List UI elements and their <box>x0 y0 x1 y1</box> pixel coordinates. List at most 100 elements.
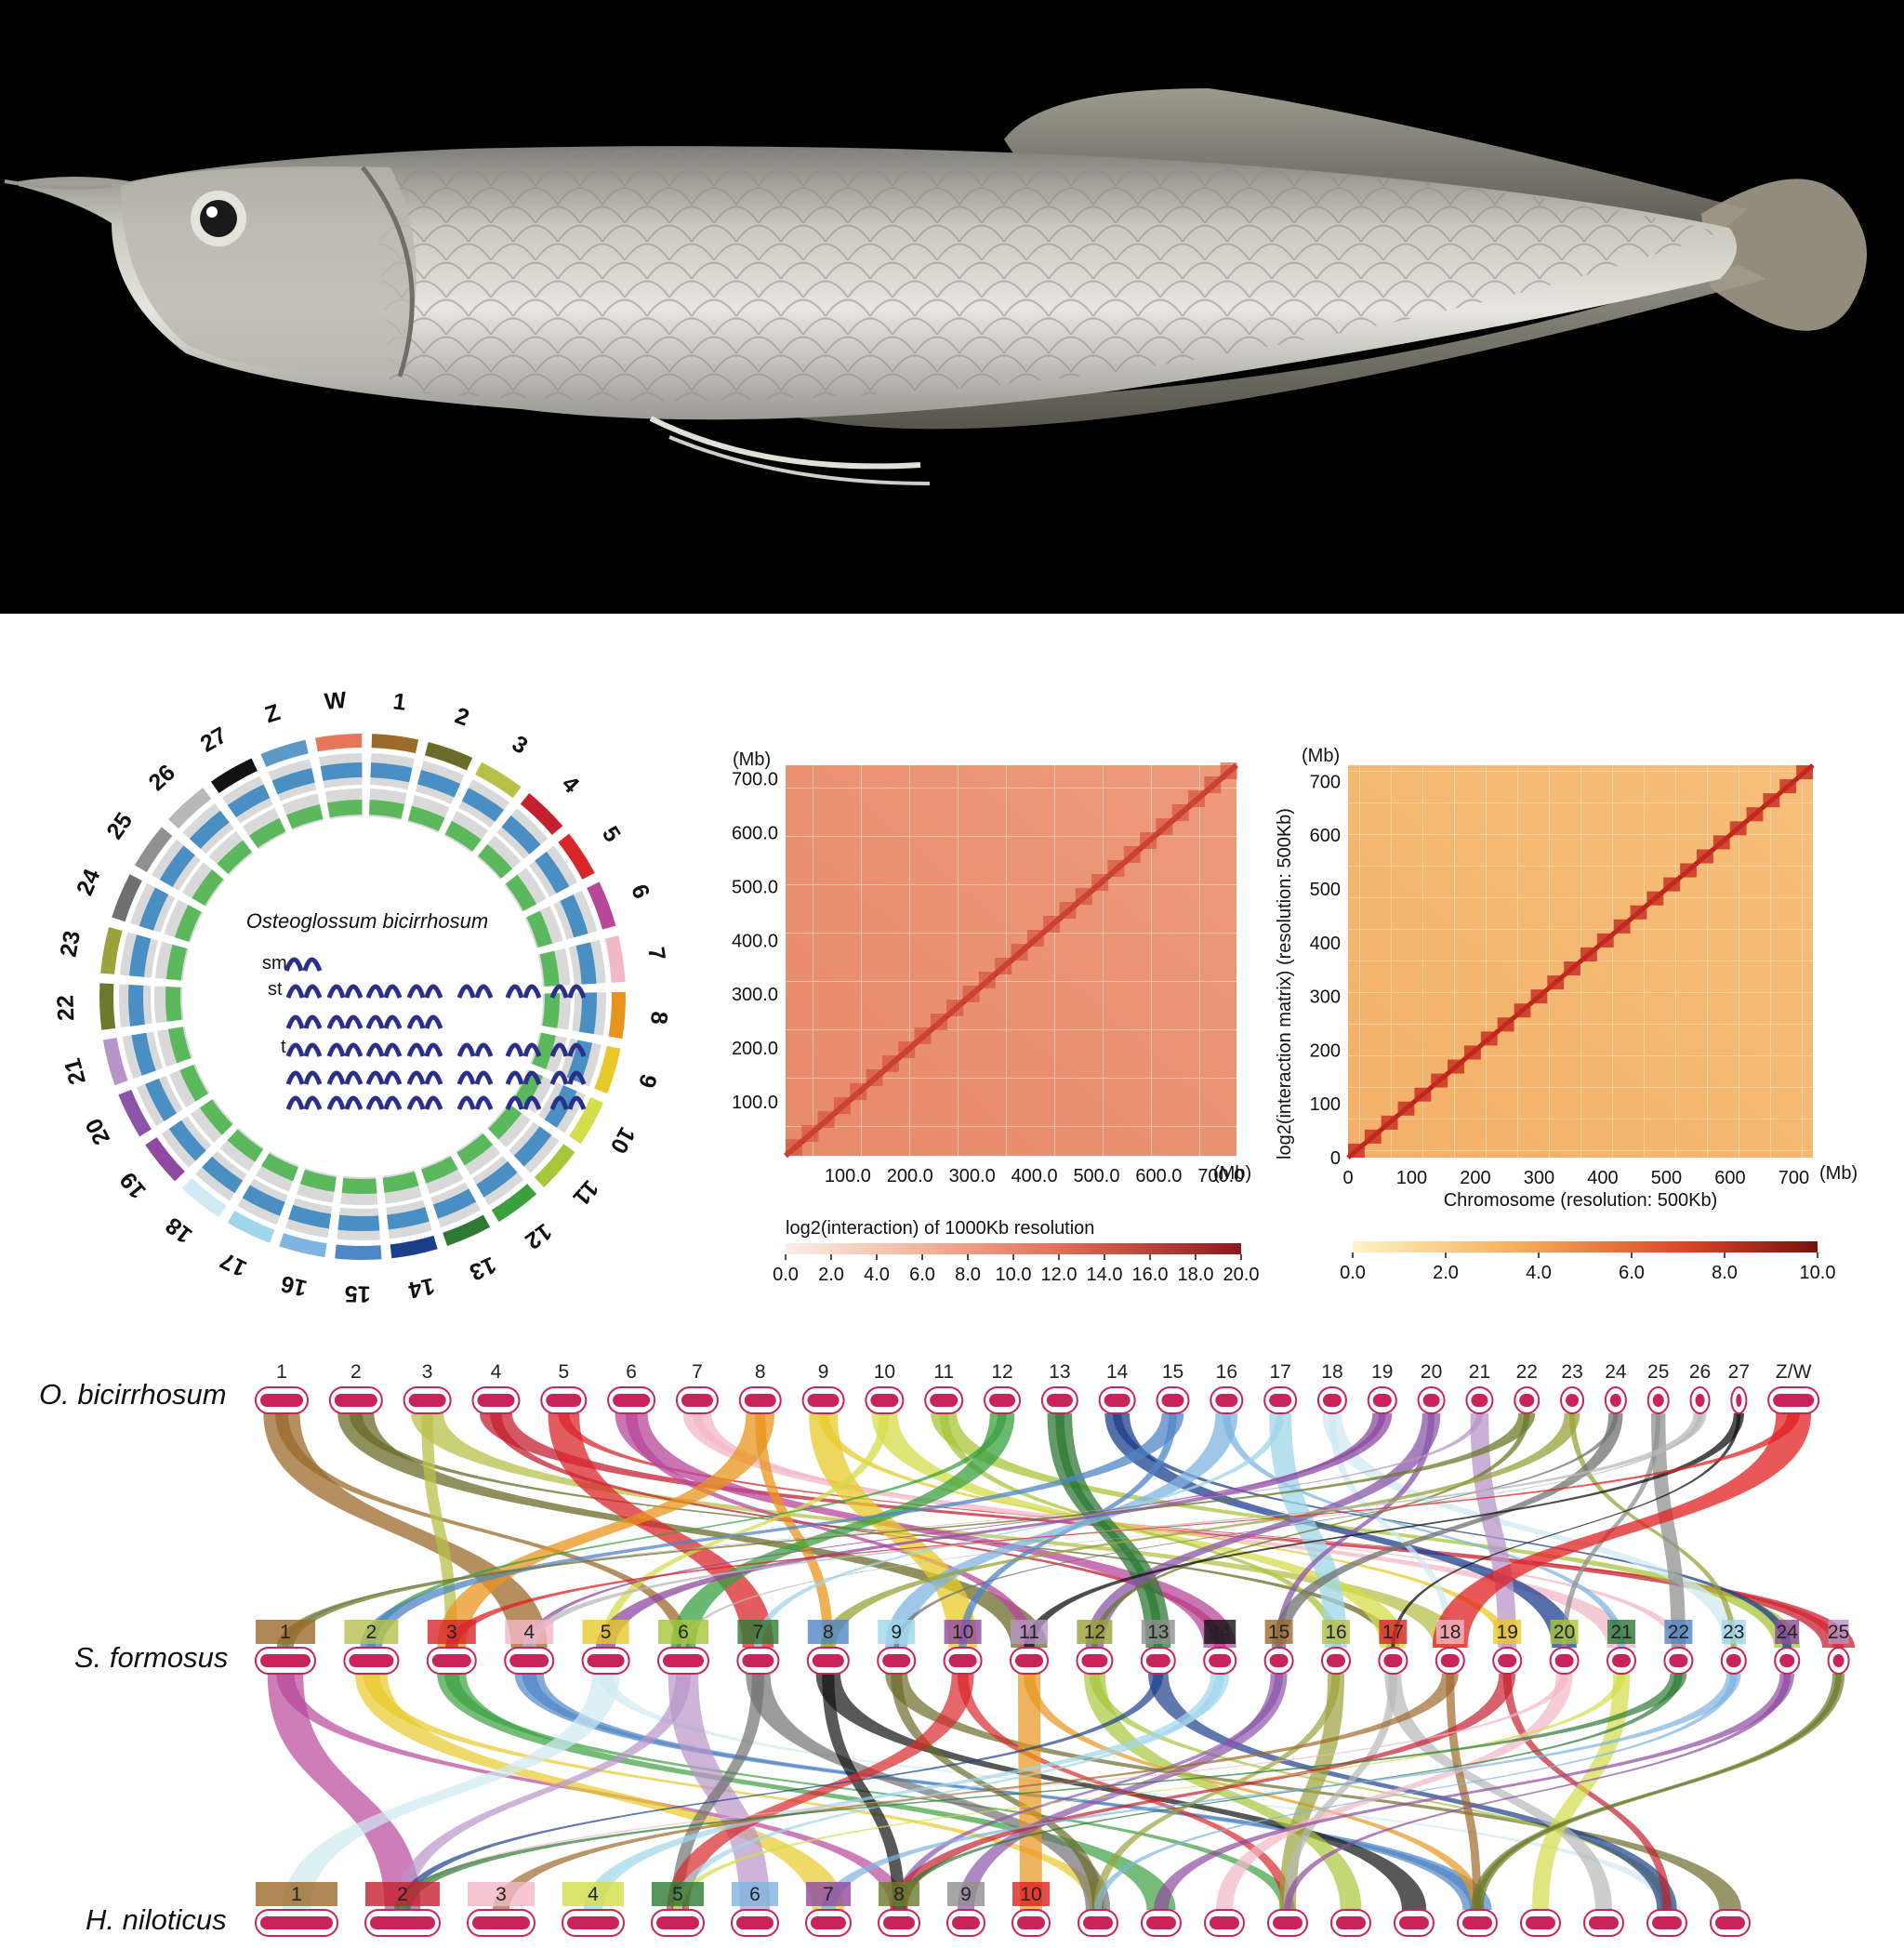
gene-density-track <box>370 762 413 783</box>
hn-chromosome-8-label: 8 <box>893 1884 905 1905</box>
karyotype-chromosome <box>424 1070 443 1085</box>
hn-chromosome-1-label: 1 <box>291 1884 302 1905</box>
hic2-block <box>1497 1017 1514 1032</box>
karyotype-chromosome <box>549 1042 569 1057</box>
sf-chromosome-5-label: 5 <box>601 1622 612 1643</box>
karyotype-chromosome <box>365 1042 385 1057</box>
hn-chromosome-4-label: 4 <box>588 1884 599 1905</box>
sf-chromosome-21-label: 21 <box>1610 1622 1632 1643</box>
synteny-ribbon <box>398 1674 1569 1910</box>
synteny-ribbon <box>366 1413 1007 1648</box>
ob-chromosome-5-label: 5 <box>558 1361 569 1383</box>
karyotype-chromosome <box>383 1070 403 1085</box>
ob-chromosome-25-label: 25 <box>1647 1361 1669 1383</box>
synteny-ribbon <box>820 1413 1580 1648</box>
synteny-ribbon <box>673 1674 1626 1910</box>
karyotype-chromosome <box>383 1014 403 1029</box>
ob-chromosome-23-label: 23 <box>1561 1361 1582 1383</box>
ideogram-chr-13 <box>443 1214 491 1246</box>
gene-density-track <box>501 815 541 855</box>
karyotype-chromosome <box>285 984 305 999</box>
repeat-density-track <box>261 1153 298 1182</box>
o-bicirrhosum-chromosomes: 1 2 3 4 5 6 7 8 9 10 11 12 13 14 15 16 17 18 19 20 21 22 23 24 2… <box>255 1361 1820 1414</box>
repeat-density-track <box>532 1032 556 1069</box>
karyotype-chromosome <box>303 984 323 999</box>
karyotype-chromosome <box>303 1095 323 1110</box>
hic2-block <box>1697 849 1713 864</box>
repeat-density-track <box>174 905 202 942</box>
ob-chromosome-22-label: 22 <box>1516 1361 1538 1383</box>
hn-chromosome-2-label: 2 <box>397 1884 408 1905</box>
repeat-density-track <box>488 1104 522 1140</box>
synteny-ribbon <box>891 1674 1104 1910</box>
karyotype-chromosome <box>383 984 403 999</box>
hic2-x-tick: 0 <box>1342 1168 1353 1188</box>
synteny-ribbon <box>263 1413 548 1648</box>
synteny-ribbon <box>525 1413 1386 1648</box>
hic2-block <box>1564 961 1580 976</box>
synteny-ribbon <box>625 1413 1036 1648</box>
chromosome-label-16: 16 <box>278 1270 310 1302</box>
karyotype-chromosome <box>474 984 494 999</box>
karyotype-chromosome <box>474 1070 494 1085</box>
karyotype-chromosome <box>522 1095 542 1110</box>
gene-density-track <box>129 934 152 977</box>
karyotype-chromosome <box>365 1070 385 1085</box>
karyotype-chromosome <box>522 1070 542 1085</box>
hic2-diagonal-blocks <box>1346 763 1815 1160</box>
hic1-block <box>866 1069 883 1086</box>
hic1-y-tick: 500.0 <box>732 877 778 897</box>
synteny-ribbon <box>1094 1674 1738 1910</box>
hic1-x-tick: 400.0 <box>1012 1166 1058 1186</box>
chromosome-label-22: 22 <box>52 995 79 1022</box>
karyotype-chromosome <box>365 984 385 999</box>
chromosome-label-27: 27 <box>196 722 231 758</box>
repeat-density-track <box>199 1099 233 1135</box>
hic1-x-tick: 100.0 <box>825 1166 871 1186</box>
synteny-ribbon <box>1283 1674 1397 1910</box>
synteny-ribbon <box>1322 1413 1744 1648</box>
repeat-density-track <box>382 1171 419 1193</box>
hic2-block <box>1547 975 1565 990</box>
gene-density-track <box>544 1085 577 1128</box>
synteny-ribbon <box>885 1413 1238 1648</box>
hic1-block <box>786 1139 802 1156</box>
repeat-density-track <box>341 1177 377 1194</box>
synteny-ribbon <box>822 1674 906 1910</box>
hic1-block <box>898 1041 916 1058</box>
sf-chromosome-9-label: 9 <box>891 1622 902 1643</box>
synteny-ribbon <box>276 1413 1536 1648</box>
ideogram-chr-18 <box>181 1178 227 1218</box>
chromosome-label-24: 24 <box>72 866 106 900</box>
hn-chromosome-5-label: 5 <box>672 1884 683 1905</box>
hic1-block <box>995 958 1012 974</box>
synteny-ribbon <box>490 1413 1226 1648</box>
hic1-block <box>1188 790 1206 807</box>
hic1-block <box>1011 944 1028 961</box>
repeat-density-track <box>299 1169 337 1192</box>
gene-density-track <box>560 894 588 938</box>
hic1-block <box>850 1083 867 1100</box>
ob-chromosome-24-label: 24 <box>1605 1361 1627 1383</box>
ob-chromosome-9-label: 9 <box>818 1361 829 1383</box>
hic2-block <box>1480 1031 1498 1046</box>
chromosome-label-21: 21 <box>60 1055 91 1087</box>
gene-density-track <box>432 1188 477 1219</box>
karyotype-label-t: t <box>281 1037 286 1057</box>
species-label-o-bicirrhosum: O. bicirrhosum <box>39 1378 227 1411</box>
hic1-diagonal-blocks <box>784 762 1238 1159</box>
karyotype-chromosome <box>567 1042 587 1057</box>
karyotype-chromosome <box>303 1042 323 1057</box>
hic2-colorbar-tick: 2.0 <box>1433 1263 1459 1283</box>
synteny-diagram: 1 2 3 4 5 6 7 8 9 10 11 12 13 14 15 16 17 18 19 20 21 22 23 24 2… <box>242 1358 1897 1943</box>
hic2-block <box>1414 1087 1432 1102</box>
hn-chromosome-9-label: 9 <box>960 1884 972 1905</box>
hic2-y-ticks: 0 100 200 300 400 500 600 700 <box>1310 772 1341 1169</box>
hic2-y-unit: (Mb) <box>1302 746 1340 766</box>
hic1-block <box>978 972 996 988</box>
hic2-y-tick: 0 <box>1330 1148 1341 1169</box>
hic1-block <box>1026 930 1044 947</box>
ideogram-chr-Z <box>260 739 309 767</box>
synteny-ribbon <box>522 1674 1485 1910</box>
hic1-block <box>930 1014 947 1030</box>
